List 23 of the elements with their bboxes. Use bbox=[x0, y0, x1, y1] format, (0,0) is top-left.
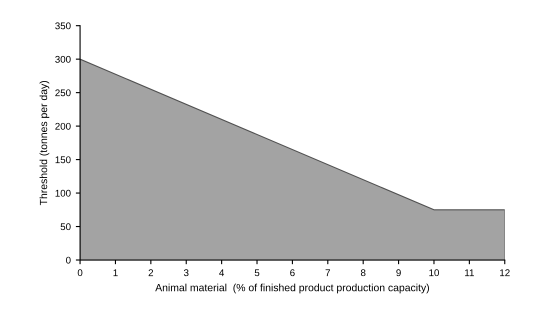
x-tick-label: 6 bbox=[290, 269, 295, 276]
x-axis-title: Animal material (% of finished product production capacity) bbox=[155, 284, 429, 294]
x-tick-label: 9 bbox=[396, 269, 401, 276]
x-tick-label: 2 bbox=[148, 269, 154, 276]
x-tick-label: 11 bbox=[465, 269, 474, 276]
x-tick-label: 1 bbox=[113, 269, 118, 276]
x-tick-label: 8 bbox=[360, 269, 366, 276]
y-tick-label: 50 bbox=[60, 223, 71, 230]
x-tick-label: 0 bbox=[78, 269, 82, 276]
y-tick-label: 250 bbox=[55, 89, 71, 96]
y-tick-label: 200 bbox=[55, 122, 71, 130]
x-tick-label: 5 bbox=[254, 269, 260, 276]
x-tick-label: 7 bbox=[326, 269, 330, 276]
y-tick-label: 100 bbox=[56, 190, 71, 197]
x-tick-label: 12 bbox=[500, 269, 510, 276]
y-axis-title: Threshold (tonnes per day) bbox=[40, 80, 50, 206]
y-tick-label: 300 bbox=[55, 56, 71, 63]
x-tick-label: 10 bbox=[429, 269, 439, 276]
y-tick-label: 0 bbox=[66, 256, 71, 264]
x-tick-label: 4 bbox=[219, 269, 224, 276]
x-tick-label: 3 bbox=[184, 269, 189, 276]
y-tick-label: 150 bbox=[56, 156, 71, 164]
y-tick-label: 350 bbox=[55, 22, 71, 30]
